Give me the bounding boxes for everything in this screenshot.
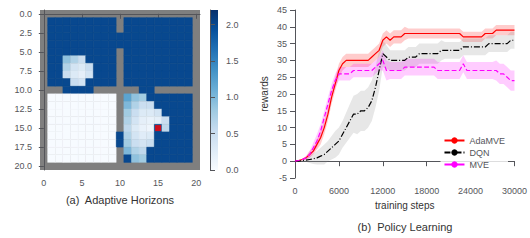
svg-text:(b) Policy Learning: (b) Policy Learning bbox=[358, 221, 453, 233]
svg-text:10.0: 10.0 bbox=[14, 85, 32, 95]
svg-text:15: 15 bbox=[153, 178, 163, 188]
svg-text:0.5: 0.5 bbox=[226, 129, 239, 139]
svg-text:15: 15 bbox=[277, 106, 287, 116]
svg-text:25: 25 bbox=[277, 72, 287, 82]
svg-text:0: 0 bbox=[41, 178, 46, 188]
svg-text:30000: 30000 bbox=[502, 186, 527, 196]
svg-text:training steps: training steps bbox=[375, 200, 434, 211]
svg-text:12.5: 12.5 bbox=[14, 104, 32, 114]
svg-text:5: 5 bbox=[282, 139, 287, 149]
svg-text:(a) Adaptive Horizons: (a) Adaptive Horizons bbox=[66, 194, 175, 206]
svg-text:0: 0 bbox=[282, 156, 287, 166]
svg-text:1.0: 1.0 bbox=[226, 92, 239, 102]
svg-text:7.5: 7.5 bbox=[19, 66, 32, 76]
svg-text:24000: 24000 bbox=[458, 186, 483, 196]
svg-text:5: 5 bbox=[79, 178, 84, 188]
svg-text:MVE: MVE bbox=[469, 160, 489, 170]
svg-text:17.5: 17.5 bbox=[14, 142, 32, 152]
svg-text:35: 35 bbox=[277, 39, 287, 49]
svg-text:15.0: 15.0 bbox=[14, 123, 32, 133]
svg-text:10: 10 bbox=[277, 123, 287, 133]
svg-text:18000: 18000 bbox=[414, 186, 439, 196]
svg-text:0.0: 0.0 bbox=[19, 9, 32, 19]
svg-text:10: 10 bbox=[115, 178, 125, 188]
svg-text:45: 45 bbox=[277, 5, 287, 15]
svg-text:20: 20 bbox=[277, 89, 287, 99]
svg-text:12000: 12000 bbox=[370, 186, 395, 196]
svg-text:20: 20 bbox=[191, 178, 201, 188]
svg-text:40: 40 bbox=[277, 22, 287, 32]
svg-text:0: 0 bbox=[292, 186, 297, 196]
svg-text:20.0: 20.0 bbox=[14, 161, 32, 171]
svg-text:5.0: 5.0 bbox=[19, 47, 32, 57]
svg-text:DQN: DQN bbox=[469, 148, 489, 158]
svg-text:6000: 6000 bbox=[329, 186, 349, 196]
svg-text:2.5: 2.5 bbox=[19, 28, 32, 38]
svg-text:AdaMVE: AdaMVE bbox=[469, 136, 505, 146]
svg-text:30: 30 bbox=[277, 55, 287, 65]
svg-text:1.5: 1.5 bbox=[226, 56, 239, 66]
svg-text:-5: -5 bbox=[279, 173, 287, 183]
svg-text:rewards: rewards bbox=[259, 76, 270, 112]
svg-text:2.0: 2.0 bbox=[226, 20, 239, 30]
svg-text:0.0: 0.0 bbox=[226, 165, 239, 175]
